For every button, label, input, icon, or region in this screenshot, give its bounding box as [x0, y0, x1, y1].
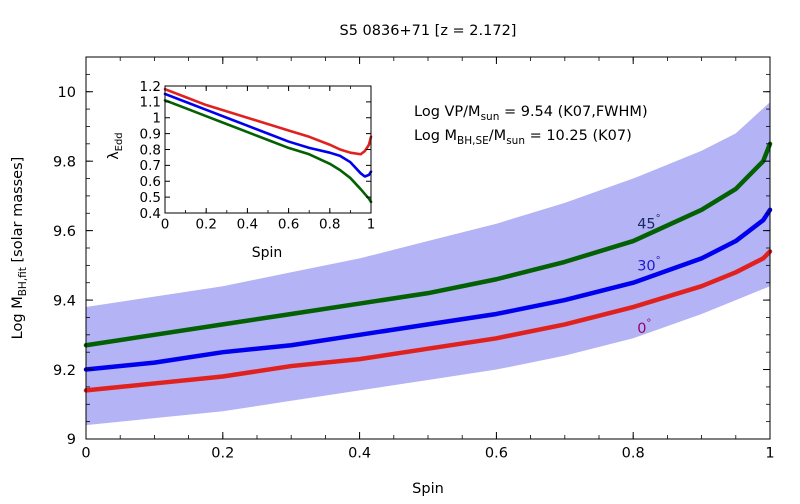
inset-y-tick-label: 0.7: [140, 158, 161, 174]
inset-plot: 0 0.2 0.4 0.6 0.8 10.40.50.60.70.80.911.11.2S…: [106, 79, 375, 261]
main-y-tick-label: 9.4: [53, 293, 76, 309]
main-y-tick-label: 10: [58, 85, 76, 101]
series-label: 30°: [637, 255, 660, 274]
inset-y-label-sub: Edd: [114, 132, 125, 151]
series-label-degree: °: [646, 318, 651, 329]
annotation-block: Log VP/Msun = 9.54 (K07,FWHM) Log MBH,SE…: [414, 104, 648, 147]
main-x-tick-label: 0.2: [211, 445, 234, 461]
inset-series-line-blue: [163, 92, 373, 178]
main-x-tick-label: 0.6: [485, 445, 508, 461]
main-x-tick-label: 0: [81, 445, 90, 461]
main-y-tick-label: 9.8: [53, 154, 76, 170]
main-x-tick-label: 1: [765, 445, 774, 461]
chart-title: S5 0836+71 [z = 2.172]: [340, 23, 517, 39]
main-y-tick-label: 9.2: [53, 363, 76, 379]
main-y-tick-label: 9.6: [53, 224, 76, 240]
series-label: 45°: [637, 214, 660, 233]
series-label-value: 0: [637, 321, 646, 337]
main-series-line-green: [83, 141, 773, 348]
annotation-line-1: Log VP/Msun = 9.54 (K07,FWHM): [414, 104, 648, 123]
series-label-value: 45: [637, 217, 655, 233]
main-x-axis-label: Spin: [412, 481, 444, 497]
inset-y-tick-label: 0.6: [140, 174, 161, 190]
main-series-line-red: [83, 249, 773, 393]
inset-x-tick-label: 0.4: [237, 216, 258, 232]
inset-x-axis-label: Spin: [252, 245, 283, 261]
inset-y-tick-label: 1: [152, 111, 161, 127]
inset-y-tick-label: 1.1: [140, 95, 161, 111]
main-x-tick-label: 0.8: [622, 445, 645, 461]
main-uncertainty-band: [86, 102, 770, 426]
y-label-main: Log M: [10, 296, 26, 339]
inset-series-line-green: [163, 98, 373, 204]
series-label-degree: °: [656, 214, 661, 225]
inset-x-tick-label: 0: [161, 216, 170, 232]
inset-x-tick-label: 1: [367, 216, 376, 232]
inset-y-axis-label: λEdd: [106, 132, 125, 159]
inset-y-tick-label: 0.8: [140, 142, 161, 158]
inset-x-tick-label: 0.2: [195, 216, 216, 232]
inset-y-tick-label: 0.9: [140, 126, 161, 142]
series-label-value: 30: [637, 258, 655, 274]
main-x-tick-label: 0.4: [348, 445, 371, 461]
inset-y-tick-label: 1.2: [140, 79, 161, 95]
main-series-line-blue: [83, 207, 773, 372]
series-label-degree: °: [656, 255, 661, 266]
y-label-suffix: [solar masses]: [10, 157, 26, 267]
annotation-line-2: Log MBH,SE/Msun = 10.25 (K07): [414, 128, 632, 147]
inset-x-tick-label: 0.6: [278, 216, 299, 232]
inset-x-tick-label: 0.8: [319, 216, 340, 232]
main-y-tick-label: 9: [67, 432, 76, 448]
series-label: 0°: [637, 318, 651, 337]
inset-y-tick-label: 0.5: [140, 190, 161, 206]
inset-y-label-main: λ: [106, 151, 122, 159]
main-y-axis-label: Log MBH,fit [solar masses]: [10, 157, 29, 340]
inset-y-tick-label: 0.4: [140, 206, 161, 222]
inset-series-line-red: [163, 87, 373, 156]
y-label-sub: BH,fit: [17, 267, 29, 296]
